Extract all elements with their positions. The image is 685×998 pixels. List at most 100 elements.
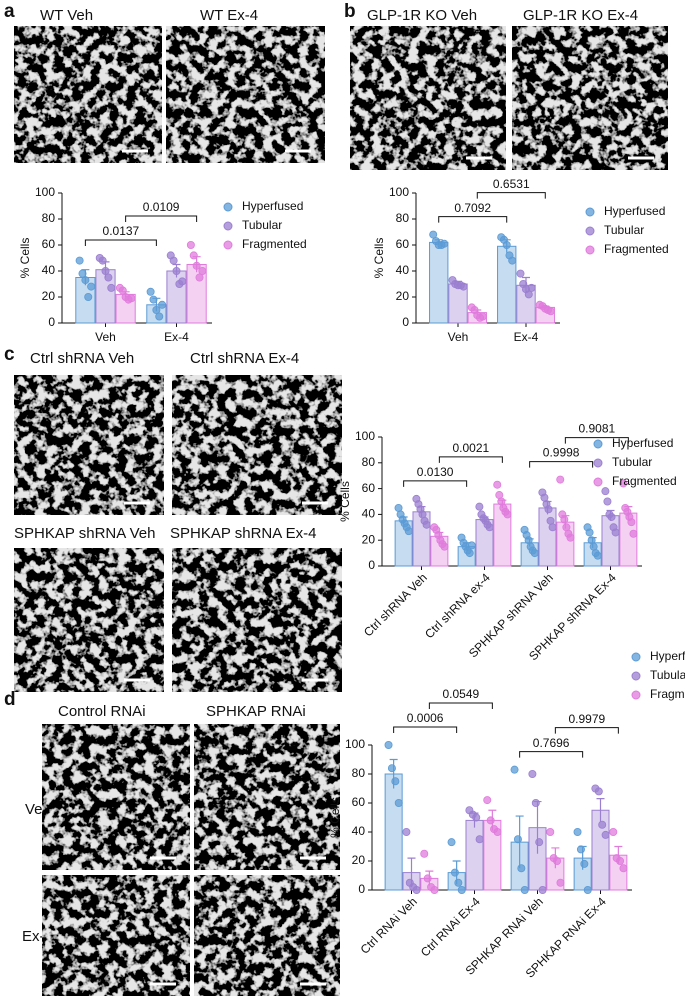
y-tick-label: 20	[42, 289, 56, 303]
legend-marker	[585, 245, 595, 255]
data-point	[566, 533, 575, 542]
comparison-bracket	[428, 702, 493, 709]
data-point	[475, 502, 484, 511]
comparison-bracket	[529, 461, 594, 468]
image-label: SPHKAP RNAi	[206, 703, 306, 720]
p-value: 0.9081	[579, 422, 616, 436]
legend-label: Tubular	[242, 218, 282, 232]
image-label: WT Veh	[40, 7, 93, 24]
image-label: GLP-1R KO Ex-4	[523, 7, 638, 24]
data-point	[508, 256, 517, 265]
data-point	[516, 269, 525, 278]
y-tick-label: 80	[352, 766, 366, 780]
data-point	[517, 864, 526, 873]
y-tick-label: 60	[396, 237, 410, 251]
data-point	[186, 240, 195, 249]
data-point	[573, 828, 582, 837]
legend-marker	[593, 477, 603, 487]
micrograph-texture	[350, 26, 506, 170]
y-tick-label: 20	[352, 853, 366, 867]
data-point	[520, 886, 529, 895]
data-point	[107, 283, 116, 292]
data-point	[576, 845, 585, 854]
data-point	[510, 765, 519, 774]
data-point	[195, 273, 204, 282]
data-point	[527, 283, 536, 292]
data-point	[423, 874, 432, 883]
micrograph-texture	[42, 875, 190, 996]
image-label: Ctrl shRNA Veh	[30, 350, 134, 367]
data-point	[593, 551, 602, 560]
data-point	[607, 512, 616, 521]
legend-marker	[593, 439, 603, 449]
data-point	[87, 282, 96, 291]
data-point	[189, 251, 198, 260]
comparison-bracket	[476, 192, 546, 199]
data-point	[546, 828, 555, 837]
y-tick-label: 0	[402, 315, 409, 329]
data-point	[531, 799, 540, 808]
y-tick-label: 40	[42, 263, 56, 277]
comparison-bracket	[125, 215, 198, 222]
data-point	[440, 239, 449, 248]
data-point	[420, 849, 429, 858]
comparison-bracket	[438, 456, 503, 463]
legend-label: Fragmented	[604, 242, 669, 256]
data-point	[629, 529, 638, 538]
y-tick-label: 80	[42, 211, 56, 225]
data-point	[98, 256, 107, 265]
panel-letter: a	[4, 1, 15, 22]
data-point	[475, 835, 484, 844]
data-point	[544, 505, 553, 514]
legend-label: Fragmented	[650, 687, 685, 701]
data-point	[84, 292, 93, 301]
x-tick-label: Ctrl RNAi Ex-4	[418, 894, 483, 959]
data-point	[467, 541, 476, 550]
data-point	[178, 277, 187, 286]
p-value: 0.7696	[533, 736, 570, 750]
image-label: SPHKAP shRNA Veh	[14, 525, 155, 542]
data-point	[155, 312, 164, 321]
data-point	[619, 479, 628, 488]
data-point	[198, 266, 207, 275]
y-tick-label: 0	[48, 315, 55, 329]
x-tick-label: Ctrl RNAi Veh	[358, 894, 420, 956]
data-point	[583, 886, 592, 895]
p-value: 0.6531	[493, 177, 530, 191]
legend-marker	[593, 458, 603, 468]
y-tick-label: 40	[362, 507, 376, 521]
micrograph-texture	[194, 724, 340, 870]
x-tick-label: Ctrl shRNA Veh	[361, 570, 430, 639]
data-point	[609, 828, 618, 837]
y-tick-label: 80	[396, 211, 410, 225]
bar	[465, 819, 484, 891]
data-point	[440, 542, 449, 551]
comparison-bracket	[403, 480, 468, 487]
y-tick-label: 0	[358, 882, 365, 896]
y-tick-label: 0	[368, 558, 375, 572]
panel-letter: c	[4, 344, 15, 365]
y-tick-label: 60	[362, 481, 376, 495]
data-point	[553, 857, 562, 866]
panel-letter: d	[4, 689, 16, 710]
p-value: 0.0130	[417, 465, 454, 479]
data-point	[127, 294, 136, 303]
data-point	[384, 741, 393, 750]
data-point	[556, 475, 565, 484]
data-point	[611, 528, 620, 537]
data-point	[502, 240, 511, 249]
micrograph-texture	[172, 375, 342, 515]
image-label: Ctrl shRNA Ex-4	[190, 350, 299, 367]
data-point	[450, 868, 459, 877]
comparison-bracket	[554, 727, 619, 734]
comparison-bracket	[84, 239, 157, 246]
data-point	[598, 820, 607, 829]
y-axis-label: % Cells	[372, 238, 386, 279]
micrograph-texture	[172, 548, 342, 692]
y-tick-label: 100	[35, 185, 55, 199]
legend-label: Hyperfused	[612, 436, 673, 450]
y-axis-label: % Cells	[338, 481, 352, 522]
y-axis-label: % Cells	[18, 238, 32, 279]
y-tick-label: 20	[396, 289, 410, 303]
